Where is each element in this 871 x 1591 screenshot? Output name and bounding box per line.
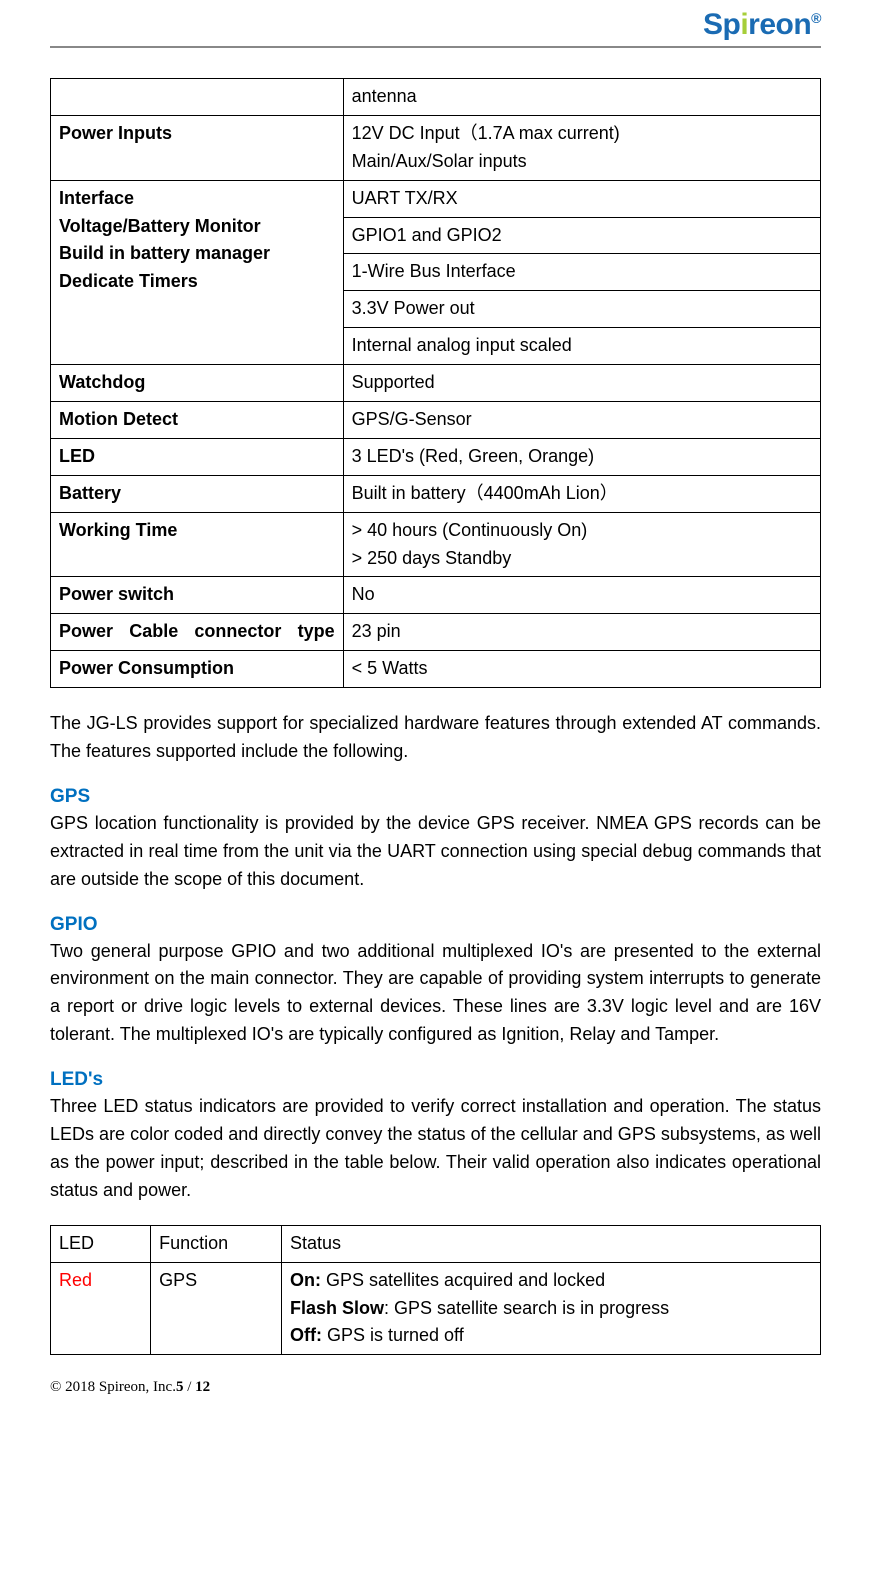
footer-page-total: 12 xyxy=(195,1379,210,1395)
spec-label: Working Time xyxy=(51,512,344,577)
section-body-gpio: Two general purpose GPIO and two additio… xyxy=(50,938,821,1050)
brand-logo: Spireon® xyxy=(703,8,821,42)
status-rest: GPS is turned off xyxy=(322,1325,464,1345)
spec-label: Interface Voltage/Battery Monitor Build … xyxy=(51,180,344,364)
status-bold: Flash Slow xyxy=(290,1298,384,1318)
spec-value: No xyxy=(343,577,820,614)
status-bold: On: xyxy=(290,1270,321,1290)
table-row: Watchdog Supported xyxy=(51,365,821,402)
spec-value: 1-Wire Bus Interface xyxy=(343,254,820,291)
spec-label: Power switch xyxy=(51,577,344,614)
table-row: antenna xyxy=(51,79,821,116)
table-row: Power Inputs 12V DC Input（1.7A max curre… xyxy=(51,115,821,180)
spec-label xyxy=(51,79,344,116)
spec-value: Supported xyxy=(343,365,820,402)
table-row: Motion Detect GPS/G-Sensor xyxy=(51,402,821,439)
section-heading-gpio: GPIO xyxy=(50,914,821,936)
footer-copyright: © 2018 Spireon, Inc. xyxy=(50,1379,176,1395)
spec-value: 3 LED's (Red, Green, Orange) xyxy=(343,438,820,475)
status-line: Flash Slow: GPS satellite search is in p… xyxy=(290,1295,812,1323)
spec-value: 12V DC Input（1.7A max current) Main/Aux/… xyxy=(343,115,820,180)
table-row: Working Time > 40 hours (Continuously On… xyxy=(51,512,821,577)
spec-label: Power Inputs xyxy=(51,115,344,180)
table-row: Power Consumption < 5 Watts xyxy=(51,651,821,688)
spec-value: 3.3V Power out xyxy=(343,291,820,328)
led-header-led: LED xyxy=(51,1225,151,1262)
spec-value: antenna xyxy=(343,79,820,116)
page-header: Spireon® xyxy=(50,0,821,48)
spec-label: Battery xyxy=(51,475,344,512)
status-rest: : GPS satellite search is in progress xyxy=(384,1298,669,1318)
spec-table: antenna Power Inputs 12V DC Input（1.7A m… xyxy=(50,78,821,688)
spec-label: Power Consumption xyxy=(51,651,344,688)
spec-value: Internal analog input scaled xyxy=(343,328,820,365)
led-status: On: GPS satellites acquired and locked F… xyxy=(281,1262,820,1355)
spec-value: < 5 Watts xyxy=(343,651,820,688)
status-bold: Off: xyxy=(290,1325,322,1345)
led-table: LED Function Status Red GPS On: GPS sate… xyxy=(50,1225,821,1356)
intro-paragraph: The JG-LS provides support for specializ… xyxy=(50,710,821,766)
footer-page-sep: / xyxy=(183,1379,195,1395)
spec-label: LED xyxy=(51,438,344,475)
logo-text-post: reon xyxy=(748,8,811,41)
page-container: Spireon® antenna Power Inputs 12V DC Inp… xyxy=(0,0,871,1426)
table-row: Power switch No xyxy=(51,577,821,614)
page-footer: © 2018 Spireon, Inc.5 / 12 xyxy=(50,1379,821,1396)
status-rest: GPS satellites acquired and locked xyxy=(321,1270,605,1290)
section-heading-gps: GPS xyxy=(50,786,821,808)
table-row: LED 3 LED's (Red, Green, Orange) xyxy=(51,438,821,475)
spec-value: 23 pin xyxy=(343,614,820,651)
logo-dot: i xyxy=(740,8,748,41)
spec-value: > 40 hours (Continuously On) > 250 days … xyxy=(343,512,820,577)
spec-value: Built in battery（4400mAh Lion） xyxy=(343,475,820,512)
spec-value: GPIO1 and GPIO2 xyxy=(343,217,820,254)
spec-label: Watchdog xyxy=(51,365,344,402)
spec-label: Motion Detect xyxy=(51,402,344,439)
table-row: Battery Built in battery（4400mAh Lion） xyxy=(51,475,821,512)
status-line: On: GPS satellites acquired and locked xyxy=(290,1267,812,1295)
table-row: Red GPS On: GPS satellites acquired and … xyxy=(51,1262,821,1355)
section-heading-leds: LED's xyxy=(50,1069,821,1091)
section-body-gps: GPS location functionality is provided b… xyxy=(50,810,821,894)
led-header-status: Status xyxy=(281,1225,820,1262)
led-function: GPS xyxy=(151,1262,282,1355)
logo-reg: ® xyxy=(811,10,821,26)
section-body-leds: Three LED status indicators are provided… xyxy=(50,1093,821,1205)
spec-label: Power Cable connector type xyxy=(51,614,344,651)
status-line: Off: GPS is turned off xyxy=(290,1322,812,1350)
led-header-function: Function xyxy=(151,1225,282,1262)
spec-value: UART TX/RX xyxy=(343,180,820,217)
led-name: Red xyxy=(51,1262,151,1355)
table-row: Interface Voltage/Battery Monitor Build … xyxy=(51,180,821,217)
logo-text-pre: Sp xyxy=(703,8,740,41)
table-row: Power Cable connector type 23 pin xyxy=(51,614,821,651)
spec-value: GPS/G-Sensor xyxy=(343,402,820,439)
table-row: LED Function Status xyxy=(51,1225,821,1262)
